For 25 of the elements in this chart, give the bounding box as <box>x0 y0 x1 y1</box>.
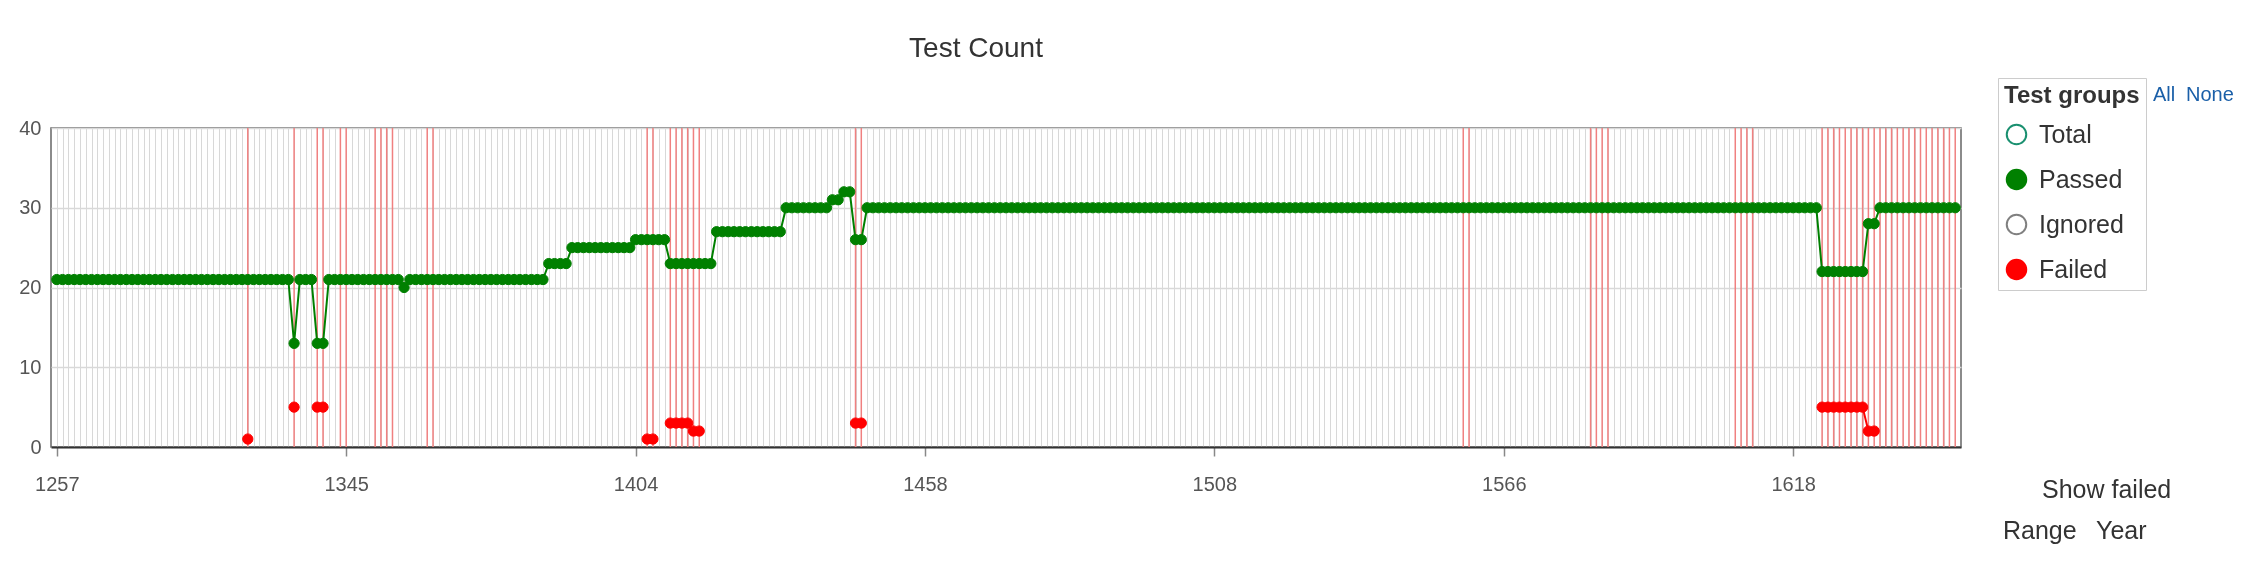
text: Range <box>2003 516 2077 544</box>
y-tick-label: 10 <box>19 355 42 378</box>
chart-title: Test Count <box>909 31 1044 63</box>
x-tick-label: 1508 <box>1192 472 1238 495</box>
x-tick-label: 1566 <box>1482 472 1527 495</box>
y-tick-label: 20 <box>19 276 42 298</box>
y-tick-label: 40 <box>19 116 42 139</box>
legend-label: Failed <box>2039 254 2108 283</box>
y-tick-label: 30 <box>19 196 42 219</box>
legend-label: Total <box>2039 119 2092 148</box>
legend-label: Ignored <box>2039 209 2124 238</box>
x-tick-label: 1345 <box>324 472 369 495</box>
text: None <box>2186 83 2234 105</box>
point <box>288 401 300 413</box>
text: All <box>2153 83 2176 105</box>
text: Year <box>2096 516 2147 544</box>
legend-title: Test groups <box>2004 81 2140 108</box>
text: Show failed <box>2042 475 2172 503</box>
x-tick-label: 1404 <box>613 472 659 495</box>
y-tick-label: 0 <box>30 435 42 458</box>
legend-label: Passed <box>2039 164 2123 193</box>
x-tick-label: 1618 <box>1771 472 1816 495</box>
point <box>242 433 254 445</box>
x-tick-label: 1257 <box>35 472 80 495</box>
x-tick-label: 1458 <box>903 472 948 495</box>
